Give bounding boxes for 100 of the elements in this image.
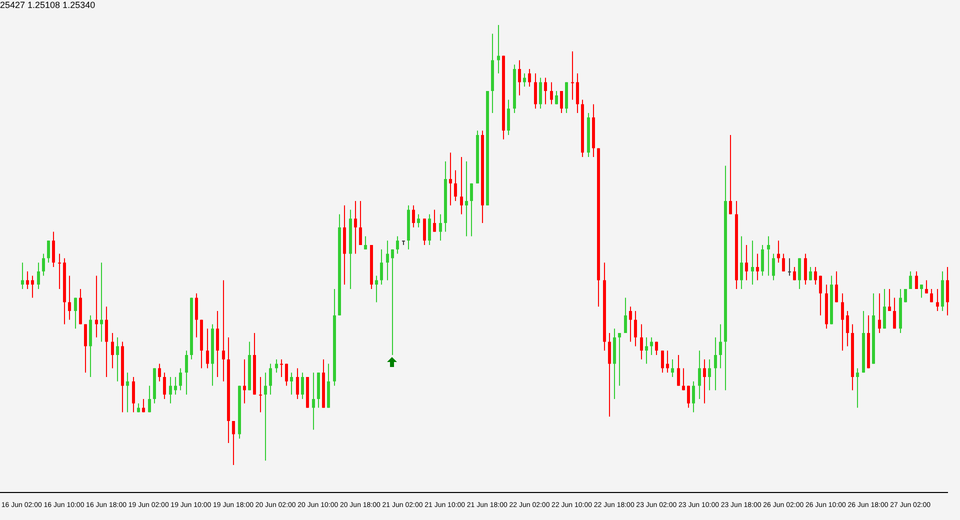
candlestick bbox=[682, 368, 685, 391]
candlestick bbox=[671, 358, 674, 378]
candlestick bbox=[21, 262, 24, 290]
candlestick bbox=[301, 372, 304, 400]
candlestick bbox=[677, 354, 680, 386]
candlestick bbox=[835, 270, 838, 303]
candlestick bbox=[819, 275, 822, 316]
candlestick bbox=[856, 368, 859, 408]
candlestick bbox=[798, 258, 801, 290]
candlestick bbox=[185, 350, 188, 396]
candlestick bbox=[528, 68, 531, 88]
candlestick bbox=[539, 77, 542, 110]
candlestick bbox=[814, 266, 817, 286]
candlestick bbox=[523, 72, 526, 88]
candlestick bbox=[666, 350, 669, 374]
candlestick bbox=[116, 336, 119, 382]
candlestick bbox=[507, 99, 510, 136]
candlestick bbox=[650, 336, 653, 356]
candlestick bbox=[629, 306, 632, 342]
candlestick bbox=[37, 262, 40, 290]
candlestick bbox=[888, 288, 891, 312]
candlestick bbox=[375, 275, 378, 303]
candlestick bbox=[687, 385, 690, 408]
candlestick bbox=[105, 306, 108, 378]
candlestick bbox=[412, 204, 415, 228]
candlestick bbox=[95, 275, 98, 338]
candlestick bbox=[179, 368, 182, 391]
candlestick bbox=[142, 398, 145, 413]
candlestick bbox=[804, 253, 807, 286]
candlestick bbox=[132, 376, 135, 413]
candlestick bbox=[745, 244, 748, 281]
candlestick bbox=[465, 160, 468, 237]
candlestick bbox=[497, 24, 500, 74]
candlestick bbox=[68, 275, 71, 320]
candlestick bbox=[449, 152, 452, 206]
candlestick bbox=[893, 297, 896, 330]
candlestick bbox=[26, 270, 29, 290]
candlestick bbox=[148, 385, 151, 413]
candlestick bbox=[788, 258, 791, 276]
candlestick bbox=[640, 324, 643, 360]
candlestick bbox=[460, 156, 463, 215]
candlestick bbox=[391, 248, 394, 356]
candlestick bbox=[296, 368, 299, 400]
candlestick bbox=[756, 253, 759, 281]
candlestick bbox=[359, 200, 362, 246]
candlestick bbox=[428, 214, 431, 246]
candlestick bbox=[222, 280, 225, 382]
candlestick bbox=[550, 82, 553, 105]
candlestick bbox=[259, 376, 262, 413]
candlestick bbox=[634, 310, 637, 347]
candlestick bbox=[576, 72, 579, 114]
candlestick bbox=[719, 324, 722, 369]
candlestick bbox=[920, 284, 923, 298]
candlestick bbox=[47, 240, 50, 264]
candlestick bbox=[708, 358, 711, 391]
candlestick bbox=[158, 363, 161, 382]
candlestick bbox=[560, 90, 563, 114]
candlestick bbox=[58, 253, 61, 290]
candlestick bbox=[31, 275, 34, 298]
candlestick bbox=[555, 90, 558, 105]
candlestick bbox=[275, 358, 278, 374]
text: 25427 1.25108 1.25340 bbox=[0, 0, 96, 10]
candlestick bbox=[608, 332, 611, 418]
candlestick bbox=[312, 372, 315, 430]
candlestick bbox=[126, 372, 129, 413]
candlestick bbox=[243, 358, 246, 404]
candlestick bbox=[729, 134, 732, 215]
candlestick bbox=[878, 292, 881, 334]
candlestick bbox=[216, 310, 219, 378]
candlestick bbox=[846, 310, 849, 347]
candlestick bbox=[364, 236, 367, 250]
candlestick bbox=[703, 358, 706, 404]
candlestick bbox=[42, 253, 45, 276]
candlestick bbox=[909, 270, 912, 290]
candlestick bbox=[946, 266, 949, 316]
candlestick bbox=[777, 240, 780, 264]
candlestick bbox=[714, 336, 717, 391]
candlestick bbox=[285, 363, 288, 386]
candlestick bbox=[661, 350, 664, 374]
candlestick bbox=[232, 420, 235, 466]
candlestick bbox=[936, 288, 939, 312]
candlestick bbox=[100, 262, 103, 342]
candlestick bbox=[269, 363, 272, 396]
candlestick bbox=[809, 266, 812, 281]
candlestick bbox=[534, 72, 537, 110]
candlestick bbox=[740, 236, 743, 290]
candlestick bbox=[290, 372, 293, 396]
candlestick bbox=[692, 380, 695, 413]
candlestick bbox=[761, 244, 764, 276]
candlestick bbox=[518, 60, 521, 96]
candlestick bbox=[883, 288, 886, 330]
candlestick bbox=[111, 332, 114, 369]
candlestick bbox=[74, 297, 77, 330]
candlestick bbox=[782, 253, 785, 272]
candlestick bbox=[544, 77, 547, 105]
candlestick bbox=[386, 240, 389, 281]
candlestick bbox=[841, 292, 844, 352]
candlestick bbox=[793, 266, 796, 281]
candlestick bbox=[772, 253, 775, 281]
candlestick bbox=[470, 182, 473, 237]
